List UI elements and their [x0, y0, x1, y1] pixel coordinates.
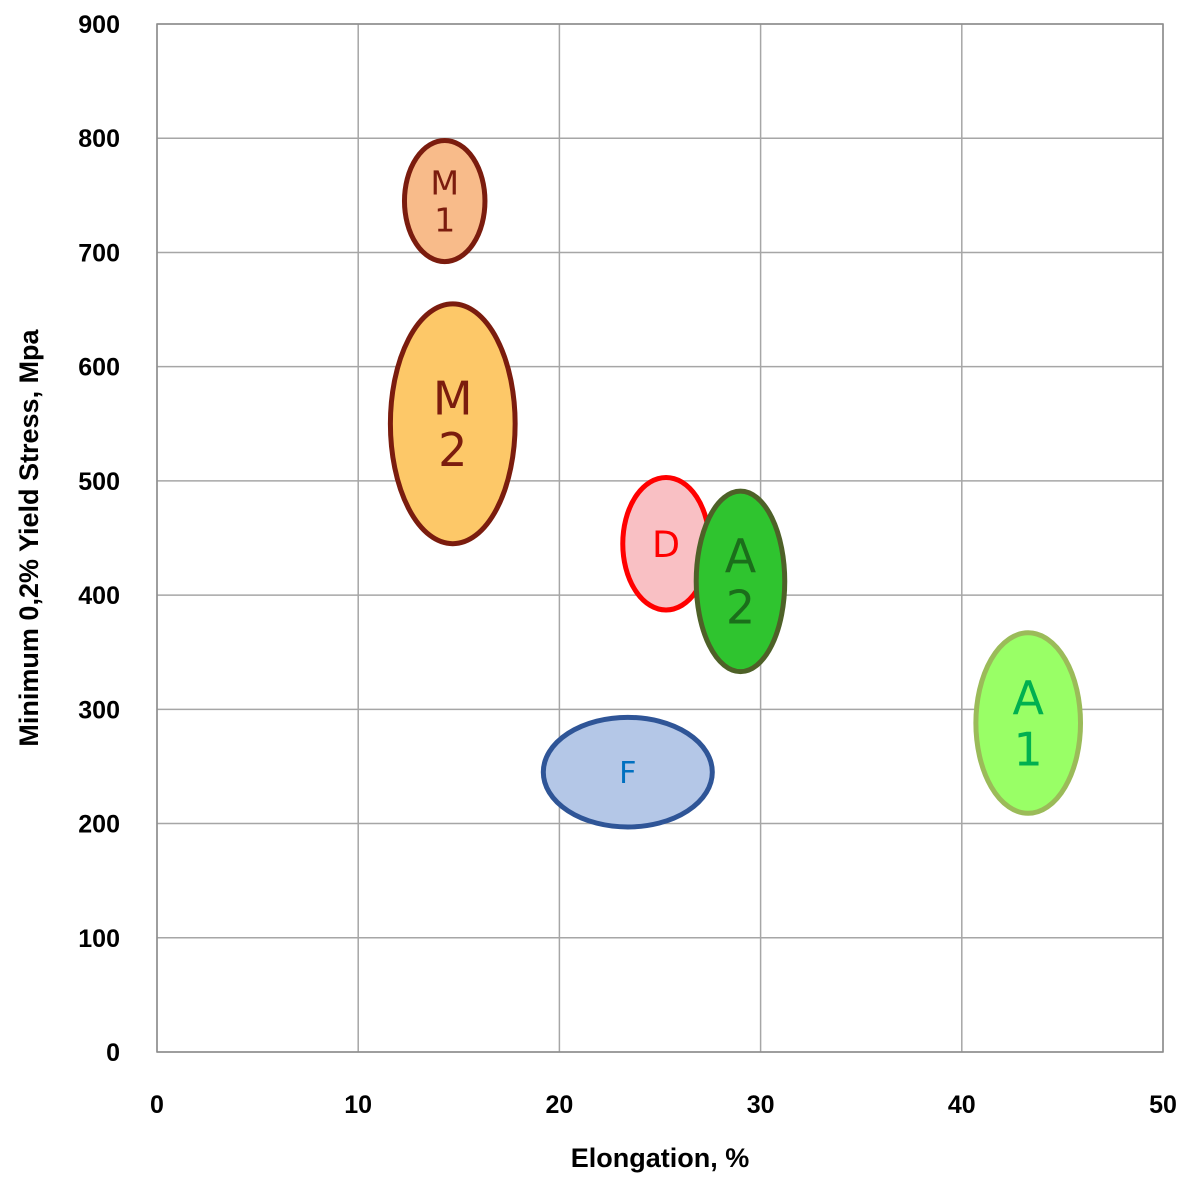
region-ellipse [973, 630, 1084, 816]
x-tick-label: 30 [747, 1091, 775, 1119]
region-ellipse [387, 301, 518, 547]
y-tick-label: 0 [106, 1039, 120, 1067]
region-label: M [433, 372, 473, 426]
x-tick-label: 0 [150, 1091, 164, 1119]
x-axis-ticks: 0 10 20 30 40 50 [150, 1091, 1177, 1119]
region-m2: M2 [387, 301, 518, 547]
y-tick-label: 600 [78, 354, 120, 382]
y-tick-label: 500 [78, 468, 120, 496]
region-a2: A2 [693, 488, 788, 675]
region-label: D [652, 523, 680, 566]
x-tick-label: 10 [344, 1091, 372, 1119]
y-tick-label: 300 [78, 696, 120, 724]
region-ellipse [693, 488, 788, 675]
region-label: F [619, 756, 636, 791]
region-label: 1 [1014, 722, 1043, 776]
x-tick-label: 40 [948, 1091, 976, 1119]
y-axis-title: Minimum 0,2% Yield Stress, Mpa [14, 328, 44, 746]
region-label: 2 [438, 423, 467, 477]
region-f: F [540, 714, 715, 830]
x-tick-label: 50 [1149, 1091, 1177, 1119]
y-axis-ticks: 0 100 200 300 400 500 600 700 800 900 [78, 11, 120, 1067]
region-label: 1 [434, 201, 455, 240]
y-tick-label: 900 [78, 11, 120, 39]
region-label: A [725, 529, 757, 583]
region-label: 2 [726, 581, 755, 635]
y-tick-label: 800 [78, 125, 120, 153]
region-m1: M1 [401, 138, 488, 265]
region-label: M [430, 163, 459, 202]
plot-frame [156, 23, 1164, 1053]
x-tick-label: 20 [545, 1091, 573, 1119]
x-axis-title: Elongation, % [571, 1143, 750, 1173]
y-tick-label: 100 [78, 925, 120, 953]
region-ellipse [401, 138, 488, 265]
region-label: A [1012, 671, 1044, 725]
region-a1: A1 [973, 630, 1084, 816]
y-tick-label: 700 [78, 239, 120, 267]
y-tick-label: 400 [78, 582, 120, 610]
y-tick-label: 200 [78, 811, 120, 839]
region-ellipse [540, 714, 715, 830]
